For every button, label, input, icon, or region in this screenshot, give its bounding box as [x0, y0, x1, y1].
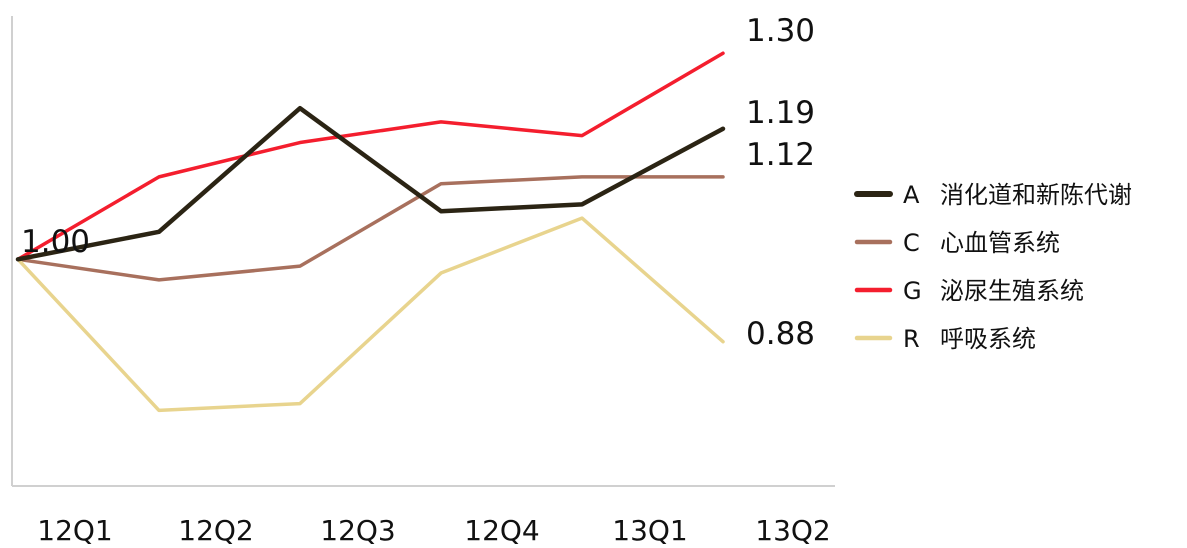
x-tick-label: 13Q1 [612, 514, 687, 547]
legend-code: A [903, 181, 920, 209]
legend-item-c: C 心血管系统 [854, 229, 1060, 257]
legend-label: 消化道和新陈代谢 [940, 181, 1132, 209]
end-value-label-r: 0.88 [746, 316, 815, 352]
legend-item-g: G 泌尿生殖系统 [854, 277, 1084, 305]
legend-item-r: R 呼吸系统 [854, 325, 1036, 353]
x-tick-label: 12Q2 [178, 514, 253, 547]
legend-item-a: A 消化道和新陈代谢 [854, 181, 1132, 209]
x-tick-label: 12Q3 [320, 514, 395, 547]
legend: A 消化道和新陈代谢 C 心血管系统 G 泌尿生殖系统 R 呼吸系统 [854, 181, 1132, 353]
x-tick-label: 13Q2 [755, 514, 830, 547]
x-tick-label: 12Q4 [464, 514, 539, 547]
series-line-c [16, 175, 725, 282]
legend-label: 呼吸系统 [940, 325, 1036, 353]
end-value-label-c: 1.12 [746, 137, 815, 173]
series-line-g [16, 51, 725, 262]
legend-code: C [903, 229, 920, 257]
end-value-label-a: 1.19 [746, 95, 815, 131]
series-layer [15, 51, 726, 413]
legend-code: G [903, 277, 922, 305]
axes-layer: 12Q1 12Q2 12Q3 12Q4 13Q1 13Q2 [11, 16, 835, 547]
series-line-a [15, 105, 726, 262]
labels-layer: 1.00 1.30 1.19 1.12 0.88 [21, 13, 815, 352]
legend-label: 心血管系统 [940, 229, 1060, 257]
series-line-r [16, 216, 725, 413]
start-value-label: 1.00 [21, 224, 90, 260]
legend-label: 泌尿生殖系统 [940, 277, 1084, 305]
end-value-label-g: 1.30 [746, 13, 815, 49]
x-tick-label: 12Q1 [37, 514, 112, 547]
legend-code: R [903, 325, 920, 353]
